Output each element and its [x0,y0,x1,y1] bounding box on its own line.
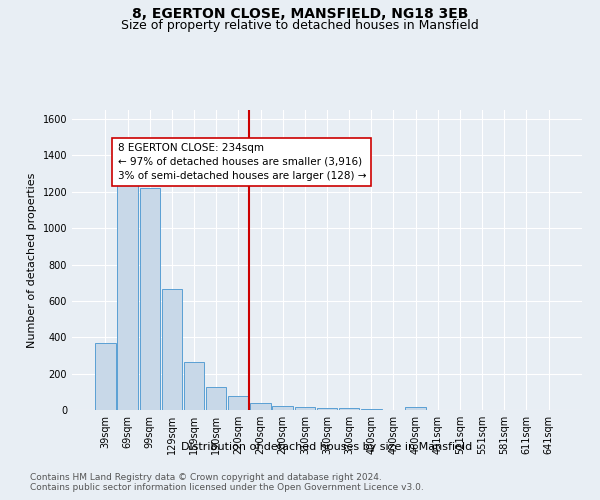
Bar [228,396,248,410]
Text: 8, EGERTON CLOSE, MANSFIELD, NG18 3EB: 8, EGERTON CLOSE, MANSFIELD, NG18 3EB [132,8,468,22]
Bar [361,408,382,410]
Text: 8 EGERTON CLOSE: 234sqm
← 97% of detached houses are smaller (3,916)
3% of semi-: 8 EGERTON CLOSE: 234sqm ← 97% of detache… [118,142,366,180]
Bar [118,179,138,410]
Text: Distribution of detached houses by size in Mansfield: Distribution of detached houses by size … [181,442,473,452]
Bar [95,342,116,410]
Bar [161,289,182,410]
Text: Contains HM Land Registry data © Crown copyright and database right 2024.: Contains HM Land Registry data © Crown c… [30,472,382,482]
Bar [317,408,337,410]
Bar [339,408,359,410]
Bar [272,406,293,410]
Bar [295,408,315,410]
Bar [140,188,160,410]
Bar [250,402,271,410]
Text: Size of property relative to detached houses in Mansfield: Size of property relative to detached ho… [121,18,479,32]
Text: Contains public sector information licensed under the Open Government Licence v3: Contains public sector information licen… [30,482,424,492]
Bar [184,362,204,410]
Bar [406,406,426,410]
Bar [206,388,226,410]
Y-axis label: Number of detached properties: Number of detached properties [27,172,37,348]
